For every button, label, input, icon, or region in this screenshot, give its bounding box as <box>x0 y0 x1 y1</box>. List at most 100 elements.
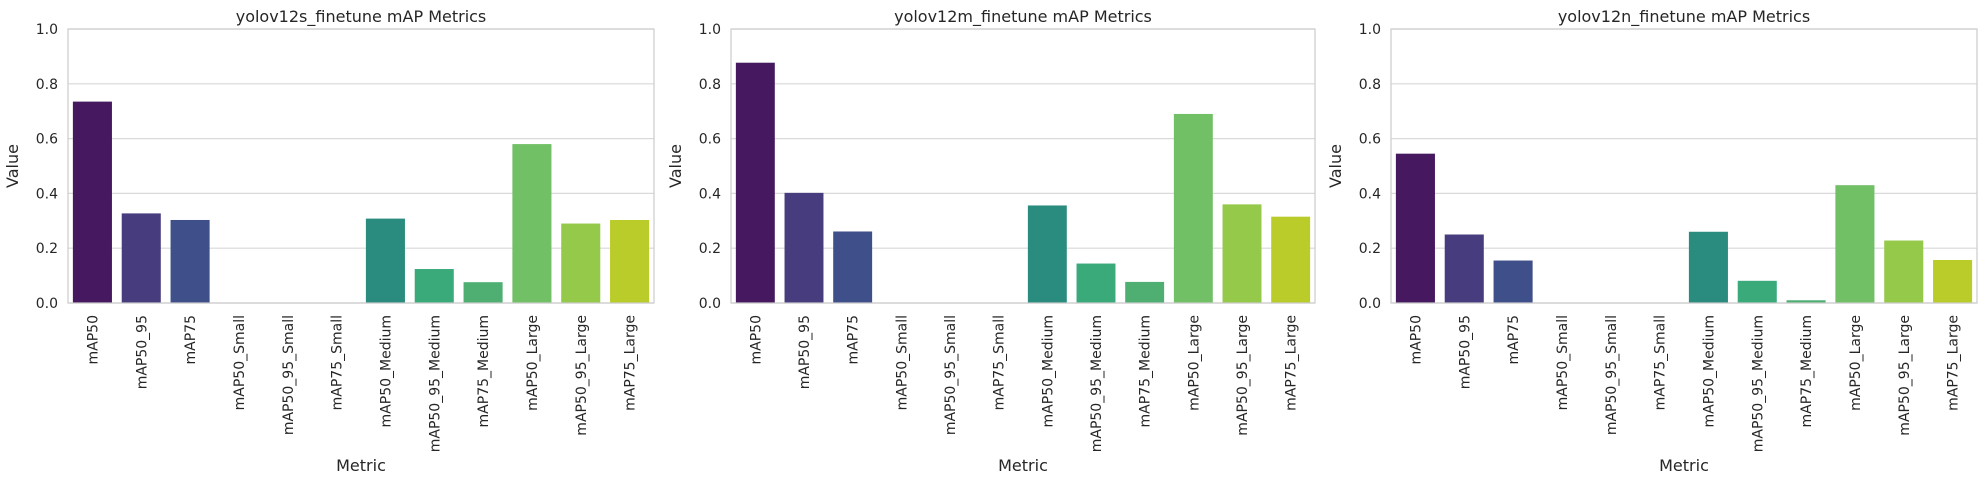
bar-map50-medium <box>365 218 405 303</box>
bar-map75-large <box>1271 216 1311 303</box>
y-tick-label: 0.2 <box>36 241 58 257</box>
y-tick-label: 1.0 <box>699 22 721 38</box>
bar-map75-large <box>610 219 650 303</box>
chart-title: yolov12s_finetune mAP Metrics <box>236 7 487 27</box>
bar-map50-medium <box>1027 205 1067 303</box>
x-tick-label: mAP50_95_Small <box>943 315 959 435</box>
bar-map50 <box>1395 153 1435 303</box>
y-tick-label: 0.2 <box>1359 241 1381 257</box>
bar-map50-95-medium <box>414 269 454 303</box>
bar-map75 <box>833 231 873 303</box>
x-tick-label: mAP50_Medium <box>1701 315 1717 427</box>
bar-map50-95-large <box>561 223 601 303</box>
plot-area <box>1391 29 1977 303</box>
chart-panel-3: 0.0 0.2 0.4 0.6 0.8 1.0 mAP50 mAP50_95 mAP75 mAP5… <box>1326 7 1978 475</box>
chart-panel-1: 0.0 0.2 0.4 0.6 0.8 1.0 mAP50 mAP50_95 mAP75 mAP5… <box>3 7 655 475</box>
x-tick-label: mAP75_Medium <box>1799 315 1815 427</box>
x-tick-label: mAP75_Small <box>330 315 346 410</box>
y-axis-label: Value <box>666 144 685 188</box>
x-tick-label: mAP50_95_Small <box>1604 315 1620 435</box>
bar-map50-95 <box>784 192 824 303</box>
chart-title: yolov12m_finetune mAP Metrics <box>894 7 1152 27</box>
y-tick-label: 0.4 <box>36 186 58 202</box>
y-tick-label: 0.0 <box>1359 296 1381 312</box>
x-tick-label: mAP50_95_Large <box>1897 315 1913 436</box>
x-tick-label: mAP75 <box>183 315 199 364</box>
bar-map50-large <box>1835 185 1875 303</box>
x-axis-label: Metric <box>336 456 386 475</box>
plot-area <box>68 29 654 303</box>
x-tick-label: mAP50_95 <box>1457 315 1473 389</box>
y-tick-label: 0.4 <box>699 186 721 202</box>
x-tick-label: mAP75_Small <box>992 315 1008 410</box>
bar-map75-medium <box>1125 281 1165 303</box>
y-tick-label: 0.6 <box>1359 132 1381 148</box>
x-tick-label: mAP75_Medium <box>1138 315 1154 427</box>
bar-map50-large <box>1173 113 1213 303</box>
x-tick-label: mAP50_95 <box>797 315 813 389</box>
bar-map75-medium <box>1786 300 1826 303</box>
plot-frame <box>67 28 655 304</box>
y-tick-label: 0.6 <box>699 132 721 148</box>
bar-map75 <box>1493 260 1533 303</box>
x-tick-label: mAP75_Small <box>1653 315 1669 410</box>
x-tick-label: mAP50_95_Large <box>574 315 590 436</box>
bar-map75-large <box>1933 259 1973 303</box>
x-tick-label: mAP50_Medium <box>378 315 394 427</box>
x-tick-label: mAP50 <box>85 315 101 364</box>
y-tick-label: 0.8 <box>699 77 721 93</box>
bar-map50 <box>735 62 775 304</box>
x-tick-label: mAP50_Small <box>232 315 248 410</box>
bar-map50-medium <box>1688 231 1728 303</box>
bar-map75 <box>170 219 210 303</box>
x-tick-label: mAP50_Large <box>1848 315 1864 411</box>
plot-frame <box>730 28 1316 304</box>
x-tick-label: mAP50_95 <box>134 315 150 389</box>
bar-map50-95-medium <box>1076 263 1116 303</box>
y-tick-label: 0.6 <box>36 132 58 148</box>
plot-frame <box>1390 28 1978 304</box>
x-tick-label: mAP50_Large <box>1186 315 1202 411</box>
bar-map50-95-large <box>1222 204 1262 303</box>
bar-map50-large <box>512 144 552 303</box>
y-axis-label: Value <box>3 144 22 188</box>
chart-panel-2: 0.0 0.2 0.4 0.6 0.8 1.0 mAP50 mAP50_95 mAP75 mAP5… <box>666 7 1316 475</box>
y-tick-label: 0.0 <box>36 296 58 312</box>
x-tick-label: mAP50_95_Large <box>1235 315 1251 436</box>
plot-area <box>731 29 1315 303</box>
x-tick-label: mAP50_95_Medium <box>1750 315 1766 452</box>
y-tick-label: 1.0 <box>36 22 58 38</box>
y-tick-label: 0.8 <box>36 77 58 93</box>
bar-map50-95 <box>1444 234 1484 303</box>
x-tick-label: mAP75 <box>846 315 862 364</box>
x-tick-label: mAP50_Small <box>1555 315 1571 410</box>
x-tick-label: mAP50_Large <box>525 315 541 411</box>
bar-map50-95-medium <box>1737 280 1777 303</box>
x-tick-label: mAP75 <box>1506 315 1522 364</box>
y-tick-label: 0.0 <box>699 296 721 312</box>
x-tick-label: mAP75_Large <box>1284 315 1300 411</box>
x-tick-label: mAP50 <box>1408 315 1424 364</box>
x-tick-label: mAP50_95_Medium <box>1089 315 1105 452</box>
bar-map75-medium <box>463 282 503 303</box>
y-tick-label: 1.0 <box>1359 22 1381 38</box>
bar-map50-95 <box>121 213 161 303</box>
chart-title: yolov12n_finetune mAP Metrics <box>1558 7 1810 27</box>
y-tick-label: 0.2 <box>699 241 721 257</box>
x-axis-label: Metric <box>998 456 1048 475</box>
x-tick-label: mAP75_Large <box>623 315 639 411</box>
y-tick-label: 0.8 <box>1359 77 1381 93</box>
y-axis-label: Value <box>1326 144 1345 188</box>
x-tick-label: mAP50_95_Medium <box>427 315 443 452</box>
x-tick-label: mAP50_Medium <box>1040 315 1056 427</box>
bar-map50-95-large <box>1884 240 1924 303</box>
bar-map50 <box>72 101 112 303</box>
y-tick-label: 0.4 <box>1359 186 1381 202</box>
x-tick-label: mAP50_Small <box>894 315 910 410</box>
x-tick-label: mAP75_Large <box>1946 315 1962 411</box>
x-axis-label: Metric <box>1659 456 1709 475</box>
x-tick-label: mAP50 <box>748 315 764 364</box>
x-tick-label: mAP50_95_Small <box>281 315 297 435</box>
